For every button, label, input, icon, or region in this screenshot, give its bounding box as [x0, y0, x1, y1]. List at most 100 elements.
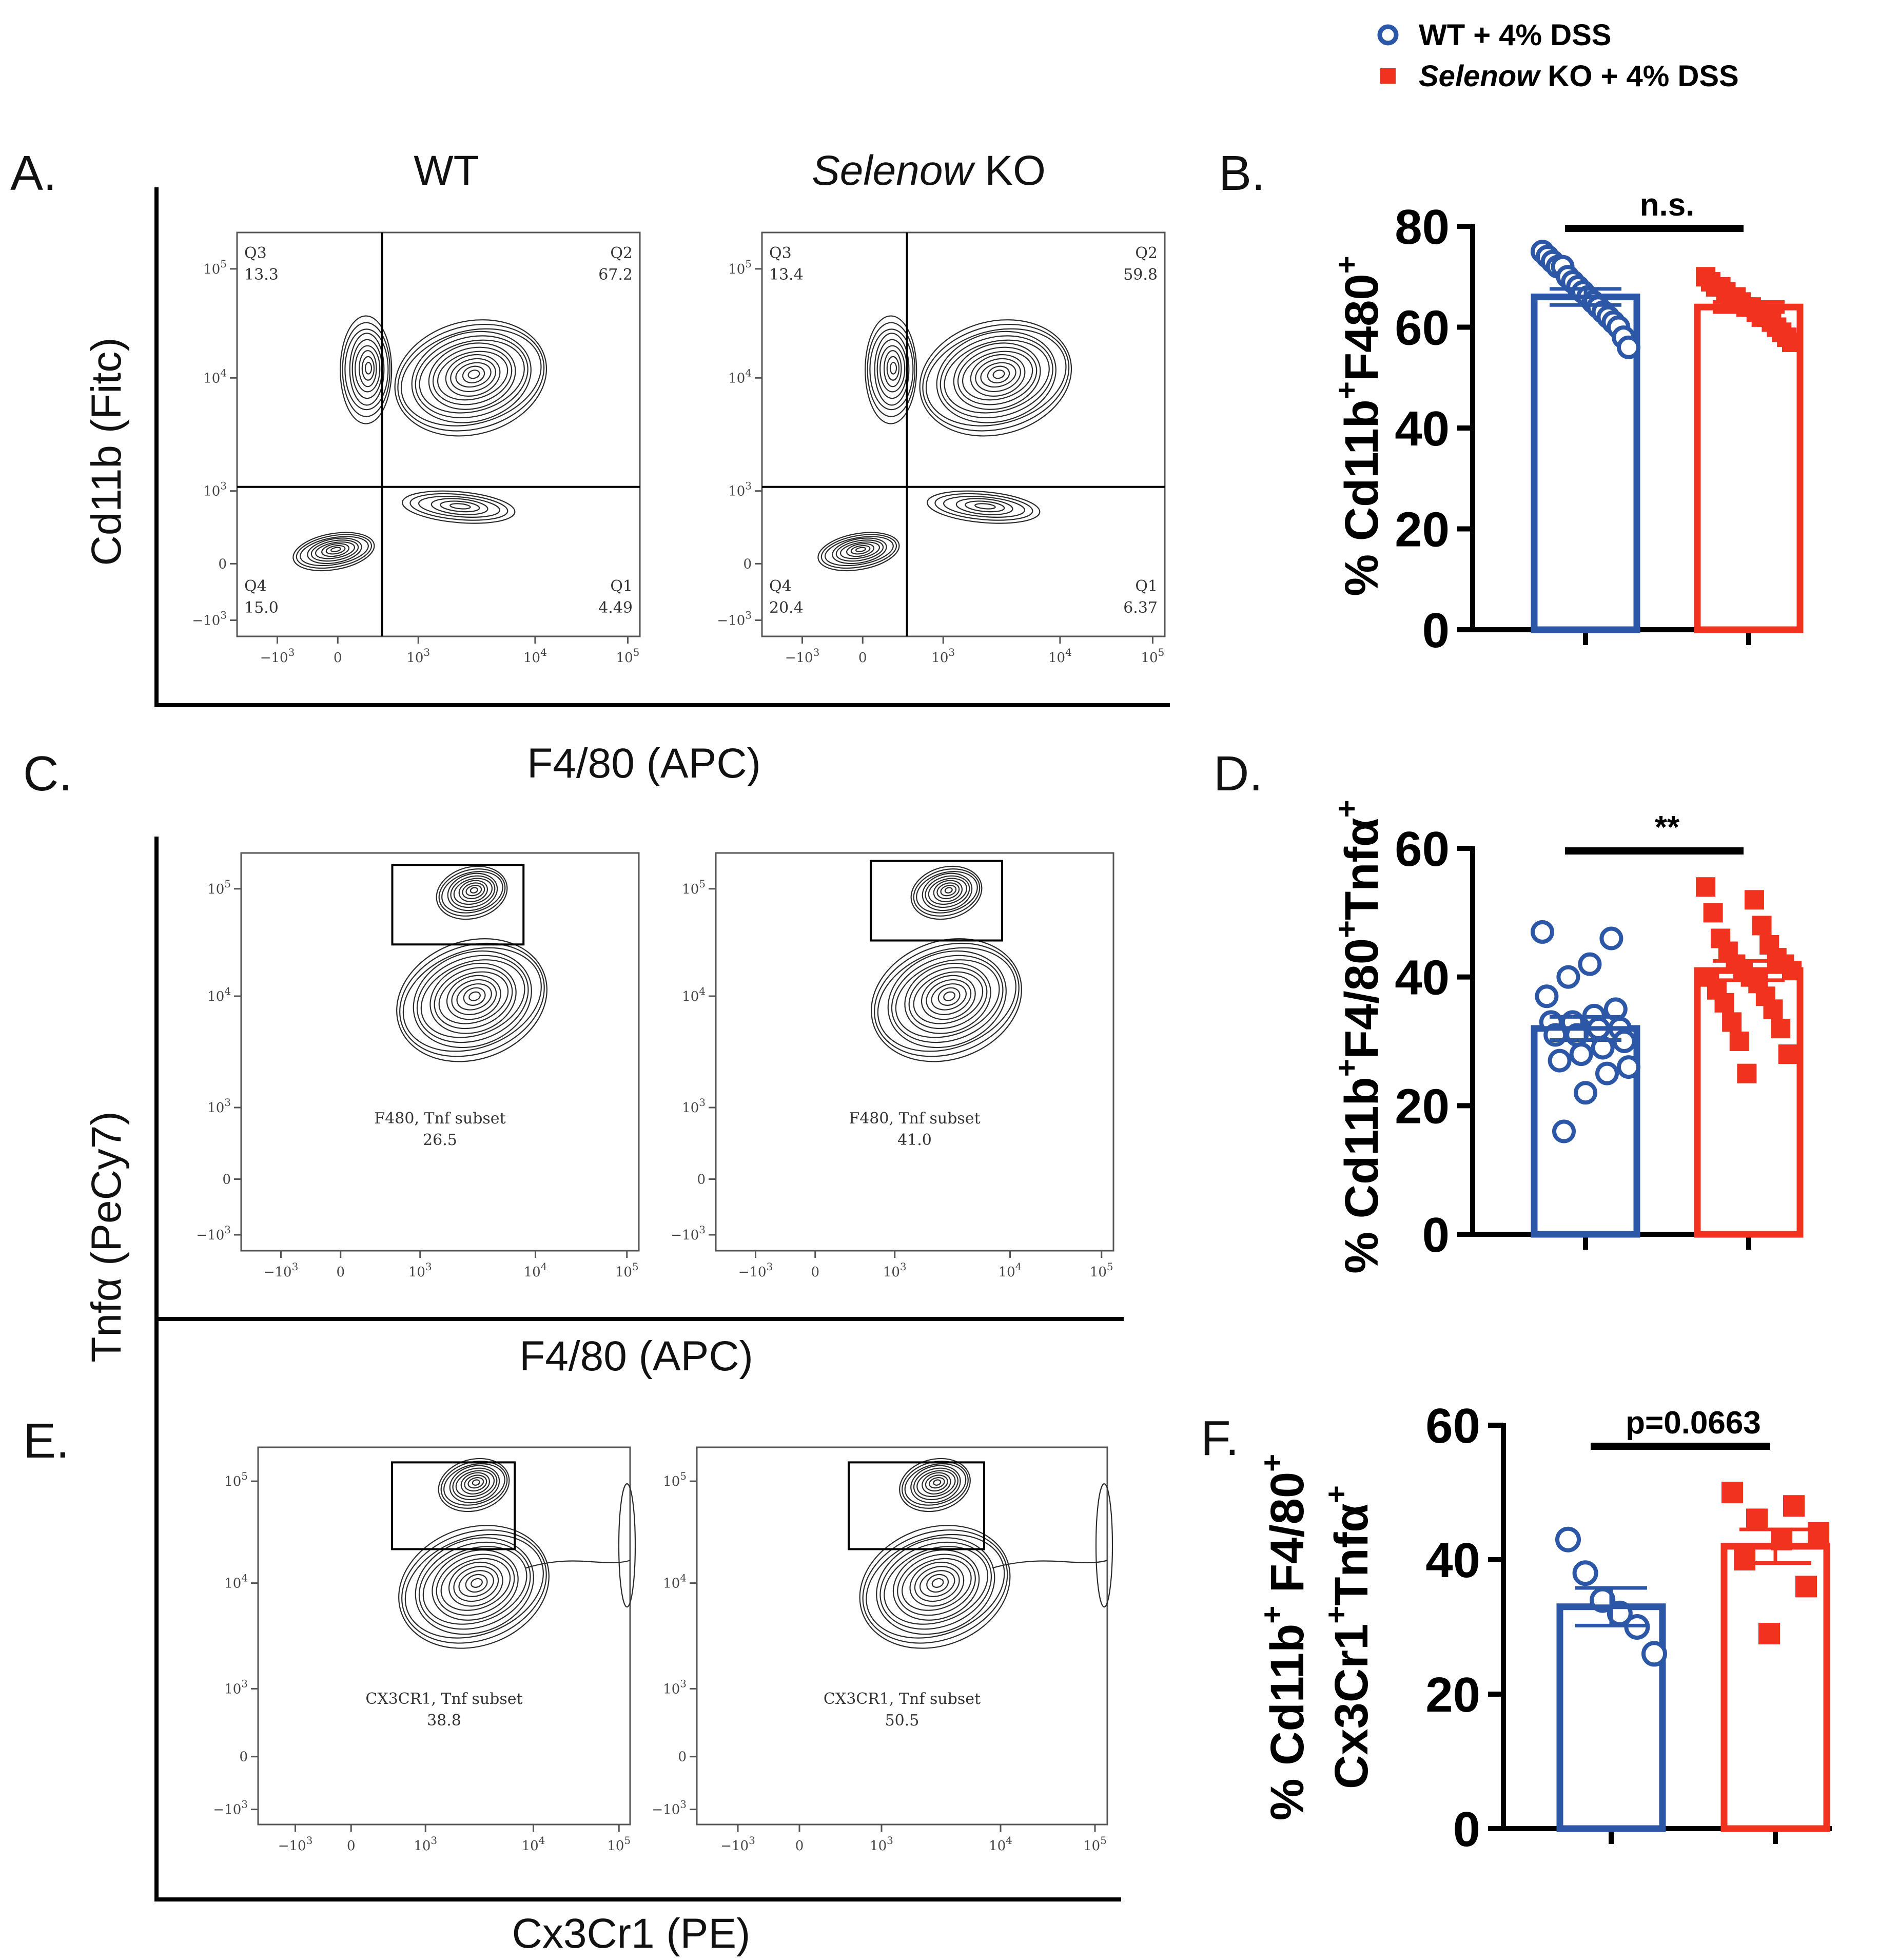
flow-a-wt-q2-contour	[455, 362, 492, 388]
flow-e-wt-lower-contour	[398, 1525, 550, 1649]
flow-c-ko-upper-contour	[913, 868, 981, 917]
flow-c-ko-lower-contour	[904, 962, 991, 1034]
flow-c-ko-upper-contour	[910, 865, 983, 920]
flow-a-ko-q2-contour	[919, 319, 1072, 437]
flow-a-ko-q3-contour	[879, 345, 906, 393]
flow-a-wt-frame	[236, 231, 641, 637]
flow-e-ko-lower-contour	[926, 1574, 949, 1593]
flow-c-wt-lower-contour	[416, 955, 529, 1043]
flow-a-ko-q4-contour	[850, 545, 871, 555]
data-point-ko	[1783, 1495, 1805, 1517]
flow-a-ko-q1-contour	[974, 503, 996, 510]
flow-e-wt-upper-contour	[438, 1458, 510, 1512]
flow-a-wt-quadrant-q4-value: 15.0	[244, 599, 279, 617]
flow-a-wt-q2-contour	[450, 358, 496, 392]
data-point-wt	[1595, 1061, 1619, 1085]
flow-a-wt-q1-contour	[440, 500, 480, 513]
flow-a-ko-q1-contour	[965, 500, 1005, 513]
flow-tick-label-y1: 104	[224, 1572, 248, 1592]
flow-c-ko-upper-contour	[922, 872, 973, 911]
flow-a-wt-q1-contour	[418, 496, 501, 518]
data-point-ko	[1737, 1063, 1757, 1083]
flow-a-ko-q1-contour	[927, 490, 1041, 524]
flow-tick-label-y4: −103	[652, 1798, 687, 1818]
data-point-ko	[1696, 877, 1715, 897]
data-point-ko	[1778, 1044, 1798, 1064]
flow-a-wt-q2-contour	[445, 354, 501, 397]
flow-e-wt-lower-contour	[465, 1574, 488, 1593]
flow-c-ko-lower-contour	[887, 950, 1007, 1049]
data-point-wt	[1617, 335, 1640, 359]
flow-a-ko-q2-contour	[953, 342, 1041, 410]
flow-c-ko-lower-contour	[871, 938, 1022, 1062]
flow-a-wt-q3-contour	[364, 362, 373, 375]
flow-a-ko-q2-contour	[962, 351, 1033, 401]
flow-e-wt-upper-contour	[472, 1479, 480, 1486]
flow-e-wt-edge-population	[618, 1483, 636, 1608]
data-point-wt	[1599, 926, 1623, 950]
panel-label: F.	[1201, 1411, 1239, 1466]
flow-a-ko-quadrant-q1-name: Q1	[1135, 577, 1158, 595]
flow-c-ko-upper-contour	[944, 887, 953, 894]
flow-c-wt-gate-name: F480, Tnf subset	[374, 1110, 505, 1128]
flow-tick-label-x2: 103	[931, 646, 955, 666]
flow-a-wt-q4-contour	[300, 536, 369, 567]
flow-a-ko-q1-contour	[943, 496, 1026, 518]
y-tick-label: 60	[1395, 822, 1450, 877]
flow-a-wt-q4-contour	[325, 545, 346, 555]
flow-tick-label-y0: 105	[663, 1470, 687, 1489]
flow-tick-label-y4: −103	[671, 1224, 706, 1243]
flow-c-ko-lower-contour	[895, 959, 1000, 1038]
flow-a-wt-quadrant-q2-value: 67.2	[598, 266, 633, 284]
flow-tick-label-y0: 105	[203, 258, 227, 277]
flow-a-ko-quadrant-q3-value: 13.4	[769, 266, 804, 284]
flow-a-wt-q1-contour	[449, 503, 471, 510]
data-point-ko	[1758, 1623, 1780, 1645]
flow-a-wt-q2-contour	[397, 323, 545, 432]
flow-a-wt-q2-contour	[428, 342, 516, 410]
flow-e-ko-lower-contour	[876, 1537, 995, 1635]
data-point-ko	[1734, 1549, 1755, 1570]
flow-a-ko-quadrant-q2-name: Q2	[1135, 244, 1158, 262]
flow-c-wt-upper-contour	[458, 880, 488, 902]
flow-tick-label-x3: 104	[999, 1260, 1022, 1280]
flow-a-ko-q3-contour	[865, 315, 917, 424]
flow-c-ko-upper-contour	[928, 878, 968, 905]
flow-e-ko-upper-contour	[922, 1472, 951, 1495]
panel-e-x-axis-title: Cx3Cr1 (PE)	[512, 1910, 751, 1957]
panel-label: D.	[1214, 746, 1263, 801]
flow-tick-label-x4: 105	[1083, 1834, 1107, 1854]
flow-e-ko-upper-contour	[925, 1474, 948, 1492]
flow-tick-label-x1: 0	[347, 1838, 356, 1854]
flow-tick-label-y4: −103	[717, 609, 752, 629]
flow-tick-label-y1: 104	[728, 366, 752, 386]
legend-wt-marker	[1377, 24, 1399, 46]
flow-tick-label-x3: 104	[989, 1834, 1012, 1854]
flow-c-wt-lower-contour	[429, 962, 517, 1034]
flow-e-ko-upper-contour	[916, 1470, 956, 1498]
data-point-ko	[1729, 1032, 1749, 1051]
data-point-wt	[1535, 984, 1559, 1008]
flow-tick-label-x2: 103	[414, 1834, 437, 1854]
flow-tick-label-x2: 103	[870, 1834, 893, 1854]
flow-c-wt-lower-contour	[399, 942, 545, 1057]
flow-a-ko-q4-contour	[820, 534, 897, 569]
flow-plot-c-ko: 105 104 103 0 −103 −103 0 103 104 105 F480, Tnf su…	[671, 852, 1114, 1280]
flow-a-ko-q4-contour	[840, 541, 880, 559]
flow-tick-label-y0: 105	[682, 878, 706, 897]
y-axis-title: % Cd11b+F4/80+Tnfα+	[1329, 800, 1388, 1273]
flow-tick-label-x1: 0	[336, 1265, 345, 1280]
flow-tick-label-y2: 103	[663, 1677, 687, 1697]
flow-a-wt-q4-contour	[307, 537, 362, 565]
flow-c-wt-upper-contour	[436, 865, 508, 920]
flow-e-wt-gate-name: CX3CR1, Tnf subset	[365, 1690, 522, 1708]
flow-a-wt-quadrant-q3-name: Q3	[244, 244, 267, 262]
flow-tick-label-y0: 105	[224, 1470, 248, 1489]
flow-a-ko-quadrant-q1-value: 6.37	[1123, 599, 1158, 617]
flow-a-ko-q3-contour	[884, 350, 902, 387]
data-point-wt	[1574, 1081, 1597, 1105]
flow-a-ko-q3-contour	[874, 333, 910, 406]
flow-e-wt-lower-contour	[404, 1534, 544, 1639]
flow-c-wt-lower-contour	[446, 975, 501, 1020]
